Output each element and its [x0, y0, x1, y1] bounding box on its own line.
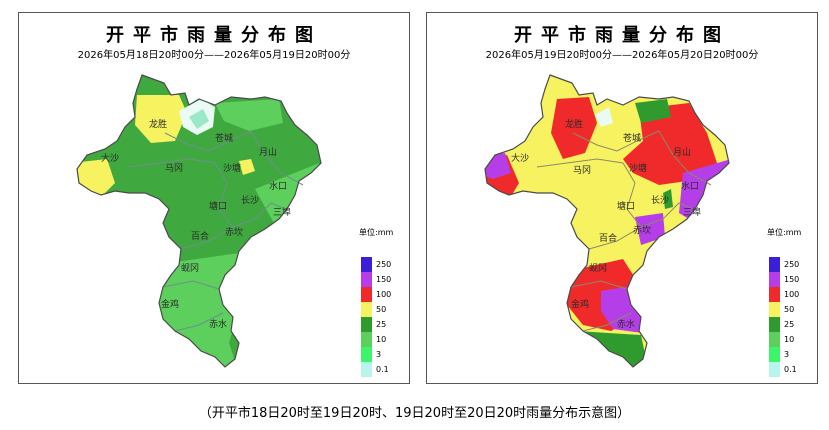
place-label-cangcheng: 苍城: [215, 134, 234, 144]
legend-label-25: 25: [784, 320, 795, 329]
place-label-tangkou: 塘口: [209, 202, 228, 212]
legend-label-0-1: 0.1: [376, 365, 389, 374]
legend-label-50: 50: [376, 305, 387, 314]
place-label-shuikou: 水口: [269, 182, 288, 192]
legend-label-0-1: 0.1: [784, 365, 797, 374]
place-label-jinji: 金鸡: [571, 300, 590, 310]
place-label-cangcheng: 苍城: [623, 134, 642, 144]
place-label-magang: 马冈: [573, 166, 592, 176]
legend-label-150: 150: [376, 275, 392, 284]
map-time-range: 2026年05月19日20时00分——2026年05月20日20时00分: [485, 50, 759, 61]
place-label-chikan: 赤坎: [633, 226, 652, 236]
place-label-yueshan: 月山: [673, 148, 692, 158]
map-time-range: 2026年05月18日20时00分——2026年05月19日20时00分: [77, 50, 351, 61]
legend-label-10: 10: [784, 335, 795, 344]
legend-swatch-50: [769, 302, 780, 317]
legend-swatch-150: [769, 272, 780, 287]
place-label-changsha: 长沙: [241, 196, 260, 206]
place-label-shatang: 沙塘: [223, 164, 242, 174]
place-label-chishui: 赤水: [209, 320, 228, 330]
place-label-xiangang: 蚬冈: [181, 264, 200, 274]
figure-caption: （开平市18日20时至19日20时、19日20时至20日20时雨量分布示意图）: [198, 406, 631, 421]
legend-unit: 单位:mm: [359, 228, 394, 237]
legend-swatch-50: [361, 302, 372, 317]
place-label-jinji: 金鸡: [161, 300, 180, 310]
legend-label-25: 25: [376, 320, 387, 329]
city-outline: [76, 74, 322, 368]
legend-label-250: 250: [376, 260, 392, 269]
legend-unit: 单位:mm: [767, 228, 802, 237]
place-label-chikan: 赤坎: [225, 228, 244, 238]
rainfall-map-panel-right: 开平市雨量分布图 2026年05月19日20时00分——2026年05月20日2…: [426, 12, 818, 384]
rainfall-map: [484, 74, 730, 368]
place-label-yueshan: 月山: [259, 148, 278, 158]
legend-swatch-3: [769, 347, 780, 362]
place-label-shuikou: 水口: [681, 182, 700, 192]
place-label-longsheng: 龙胜: [149, 120, 168, 130]
legend-label-10: 10: [376, 335, 387, 344]
legend-label-250: 250: [784, 260, 800, 269]
place-label-dasha: 大沙: [101, 154, 120, 164]
legend-swatch-0-1: [769, 362, 780, 377]
legend-label-3: 3: [784, 350, 790, 359]
legend-swatch-150: [361, 272, 372, 287]
legend-swatch-250: [769, 257, 780, 272]
rainfall-map: [76, 74, 322, 368]
place-label-baihe: 百合: [191, 232, 210, 242]
map-title: 开平市雨量分布图: [514, 25, 730, 46]
place-label-sanbu: 三埠: [273, 208, 292, 218]
legend-label-150: 150: [784, 275, 800, 284]
map-title: 开平市雨量分布图: [106, 25, 322, 46]
legend-label-100: 100: [784, 290, 800, 299]
legend-swatch-100: [361, 287, 372, 302]
place-label-shatang: 沙塘: [629, 164, 648, 174]
district-boundaries: [128, 130, 304, 332]
place-label-sanbu: 三埠: [683, 208, 702, 218]
city-outline: [484, 74, 730, 368]
district-boundaries: [536, 130, 712, 332]
place-label-tangkou: 塘口: [617, 202, 636, 212]
legend-swatch-100: [769, 287, 780, 302]
place-label-magang: 马冈: [165, 164, 184, 174]
legend-label-50: 50: [784, 305, 795, 314]
legend-swatch-0-1: [361, 362, 372, 377]
legend-swatch-10: [769, 332, 780, 347]
legend-swatch-25: [769, 317, 780, 332]
place-label-dasha: 大沙: [511, 154, 530, 164]
rainfall-map-panel-left: 开平市雨量分布图 2026年05月18日20时00分——2026年05月19日2…: [18, 12, 410, 384]
legend-swatch-10: [361, 332, 372, 347]
place-label-longsheng: 龙胜: [565, 120, 584, 130]
legend-swatch-3: [361, 347, 372, 362]
place-label-chishui: 赤水: [617, 320, 636, 330]
place-label-baihe: 百合: [599, 234, 618, 244]
legend-swatch-250: [361, 257, 372, 272]
legend-label-3: 3: [376, 350, 382, 359]
legend-label-100: 100: [376, 290, 392, 299]
place-label-xiangang: 蚬冈: [589, 264, 608, 274]
legend-swatch-25: [361, 317, 372, 332]
place-label-changsha: 长沙: [651, 196, 670, 206]
